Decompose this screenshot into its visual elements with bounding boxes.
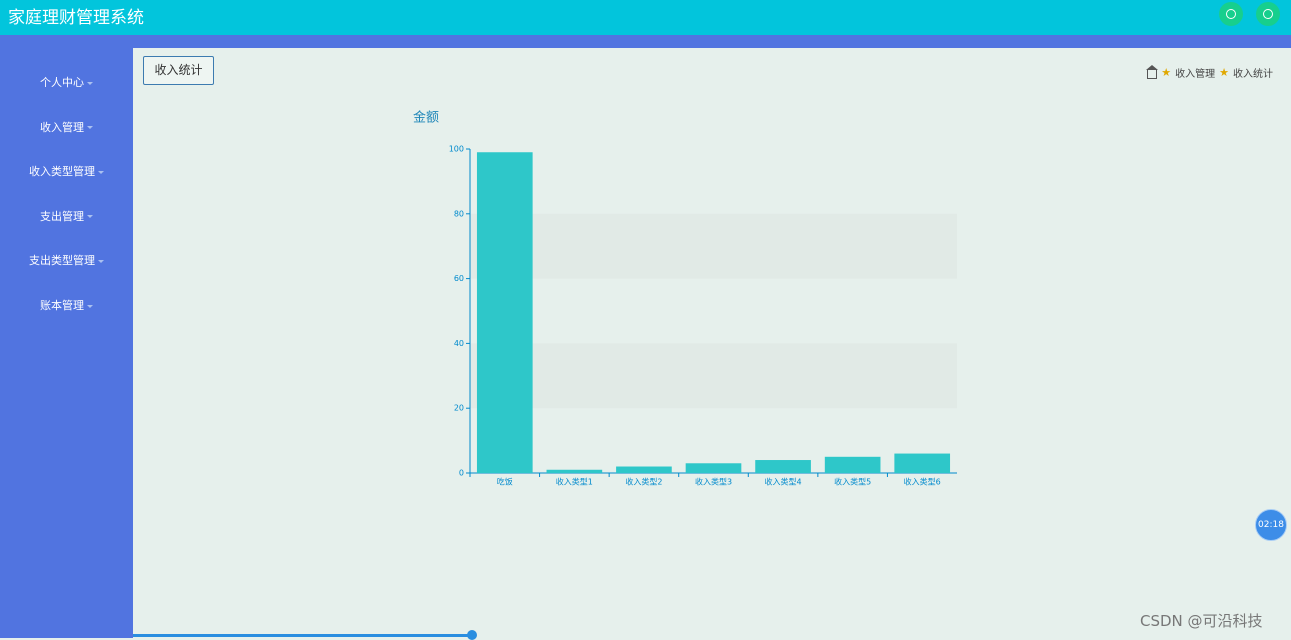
breadcrumb-item[interactable]: 收入统计 (1233, 69, 1273, 80)
x-tick-label: 收入类型2 (625, 477, 662, 487)
x-tick-label: 收入类型1 (556, 477, 593, 487)
x-tick-label: 收入类型5 (834, 477, 871, 487)
y-tick-label: 20 (454, 404, 464, 413)
split-area (470, 343, 957, 409)
star-icon: ★ (1161, 66, 1172, 79)
bar (476, 152, 533, 474)
menu-item[interactable]: 支出管理 (0, 208, 133, 224)
tab-button[interactable]: 收入统计 (143, 56, 214, 85)
bar (824, 456, 881, 473)
star-icon: ★ (1219, 66, 1229, 79)
menu-item[interactable]: 收入类型管理 (0, 163, 133, 179)
clock[interactable]: 02:18 (1255, 509, 1287, 541)
y-tick-label: 0 (459, 469, 464, 478)
chart-title: 金额 (413, 110, 439, 126)
sidebar: 个人中心收入管理收入类型管理 支出管理支出类型管理 账本管理 (0, 48, 133, 638)
menu-item[interactable]: 账本管理 (0, 297, 133, 313)
header: 家庭理财管理系统 (0, 0, 1291, 35)
split-area (470, 213, 957, 279)
progress-bar (133, 630, 477, 640)
menu-item[interactable]: 个人中心 (0, 74, 133, 90)
user-button[interactable] (1256, 2, 1280, 26)
breadcrumb: ★ 收入管理 ★ 收入统计 (1146, 64, 1273, 80)
x-tick-label: 收入类型4 (765, 477, 802, 487)
bar (894, 453, 951, 473)
app-title: 家庭理财管理系统 (8, 8, 144, 28)
x-tick-label: 收入类型6 (904, 477, 941, 487)
y-tick-label: 80 (454, 209, 464, 218)
bar (685, 463, 742, 473)
bar (755, 460, 811, 473)
watermark: CSDN @可沿科技 (1140, 612, 1263, 630)
y-tick-label: 60 (454, 274, 464, 283)
breadcrumb-item[interactable]: 收入管理 (1175, 69, 1216, 80)
bar (546, 469, 603, 473)
top-strip (0, 35, 1291, 48)
menu-item[interactable]: 支出类型管理 (0, 252, 133, 268)
bar (616, 466, 672, 473)
home-icon[interactable] (1146, 64, 1159, 79)
x-tick-label: 吃饭 (497, 477, 513, 487)
fullscreen-button[interactable] (1219, 2, 1243, 26)
y-tick-label: 40 (454, 339, 464, 348)
y-tick-label: 100 (449, 145, 464, 154)
x-tick-label: 收入类型3 (695, 477, 732, 487)
menu-item[interactable]: 收入管理 (0, 119, 133, 135)
